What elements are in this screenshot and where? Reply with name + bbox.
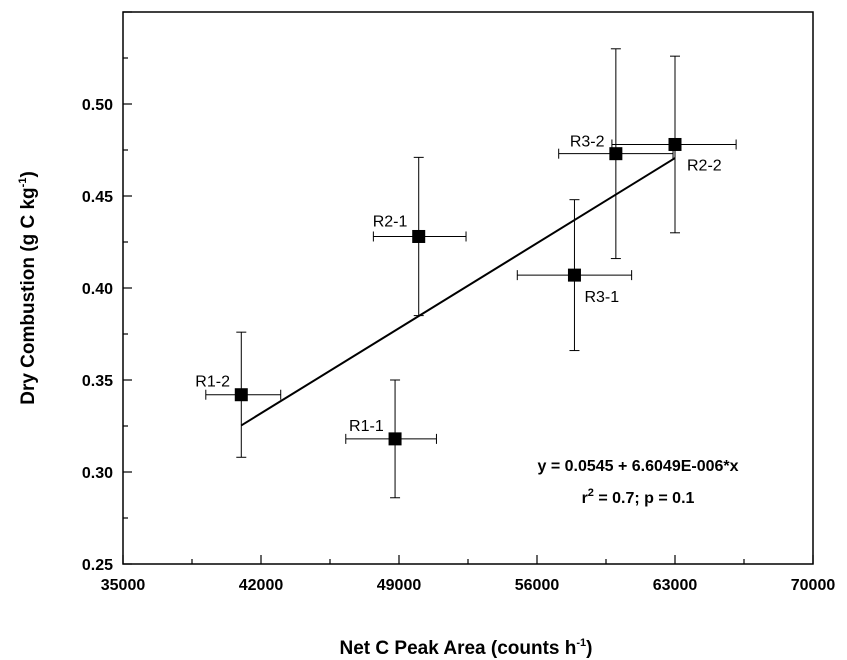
data-point-label: R2-1 bbox=[373, 213, 408, 230]
y-tick-label: 0.40 bbox=[82, 281, 113, 298]
data-point-marker bbox=[609, 147, 623, 161]
x-tick-label: 42000 bbox=[239, 577, 284, 594]
point-labels: R1-1 R1-2 R2-1 R2-2 R3-1 R3-2 bbox=[195, 134, 721, 435]
x-axis-title: Net C Peak Area (counts h-1) bbox=[340, 637, 593, 659]
error-bars bbox=[205, 48, 737, 499]
data-markers bbox=[234, 137, 682, 446]
x-tick-label: 35000 bbox=[101, 577, 146, 594]
regression-line bbox=[240, 157, 676, 427]
x-tick-label: 63000 bbox=[653, 577, 698, 594]
x-tick-label: 56000 bbox=[515, 577, 560, 594]
axis-ticks bbox=[122, 11, 814, 565]
data-point-label: R3-1 bbox=[584, 289, 619, 306]
data-point-marker bbox=[388, 432, 402, 446]
data-point-marker bbox=[567, 268, 581, 282]
y-tick-label: 0.35 bbox=[82, 373, 113, 390]
plot-area-frame bbox=[122, 11, 814, 565]
x-tick-label: 49000 bbox=[377, 577, 422, 594]
y-tick-label: 0.50 bbox=[82, 97, 113, 114]
y-tick-label: 0.45 bbox=[82, 189, 113, 206]
data-point-marker bbox=[234, 388, 248, 402]
x-tick-label: 70000 bbox=[791, 577, 836, 594]
data-point-marker bbox=[668, 137, 682, 151]
y-tick-label: 0.25 bbox=[82, 557, 113, 574]
regression-stats: r2 = 0.7; p = 0.1 bbox=[582, 487, 695, 507]
x-axis-tick-labels: 35000 42000 49000 56000 63000 70000 bbox=[101, 577, 836, 594]
y-tick-label: 0.30 bbox=[82, 465, 113, 482]
data-point-marker bbox=[412, 229, 426, 243]
data-point-label: R1-1 bbox=[349, 418, 384, 435]
data-point-label: R2-2 bbox=[687, 157, 722, 174]
y-axis-title: Dry Combustion (g C kg-1) bbox=[17, 171, 39, 405]
regression-equation: y = 0.0545 + 6.6049E-006*x bbox=[537, 458, 738, 475]
y-axis-tick-labels: 0.25 0.30 0.35 0.40 0.45 0.50 bbox=[82, 97, 113, 574]
data-point-label: R3-2 bbox=[570, 134, 605, 151]
data-point-label: R1-2 bbox=[195, 374, 230, 391]
regression-line-group bbox=[240, 157, 676, 427]
